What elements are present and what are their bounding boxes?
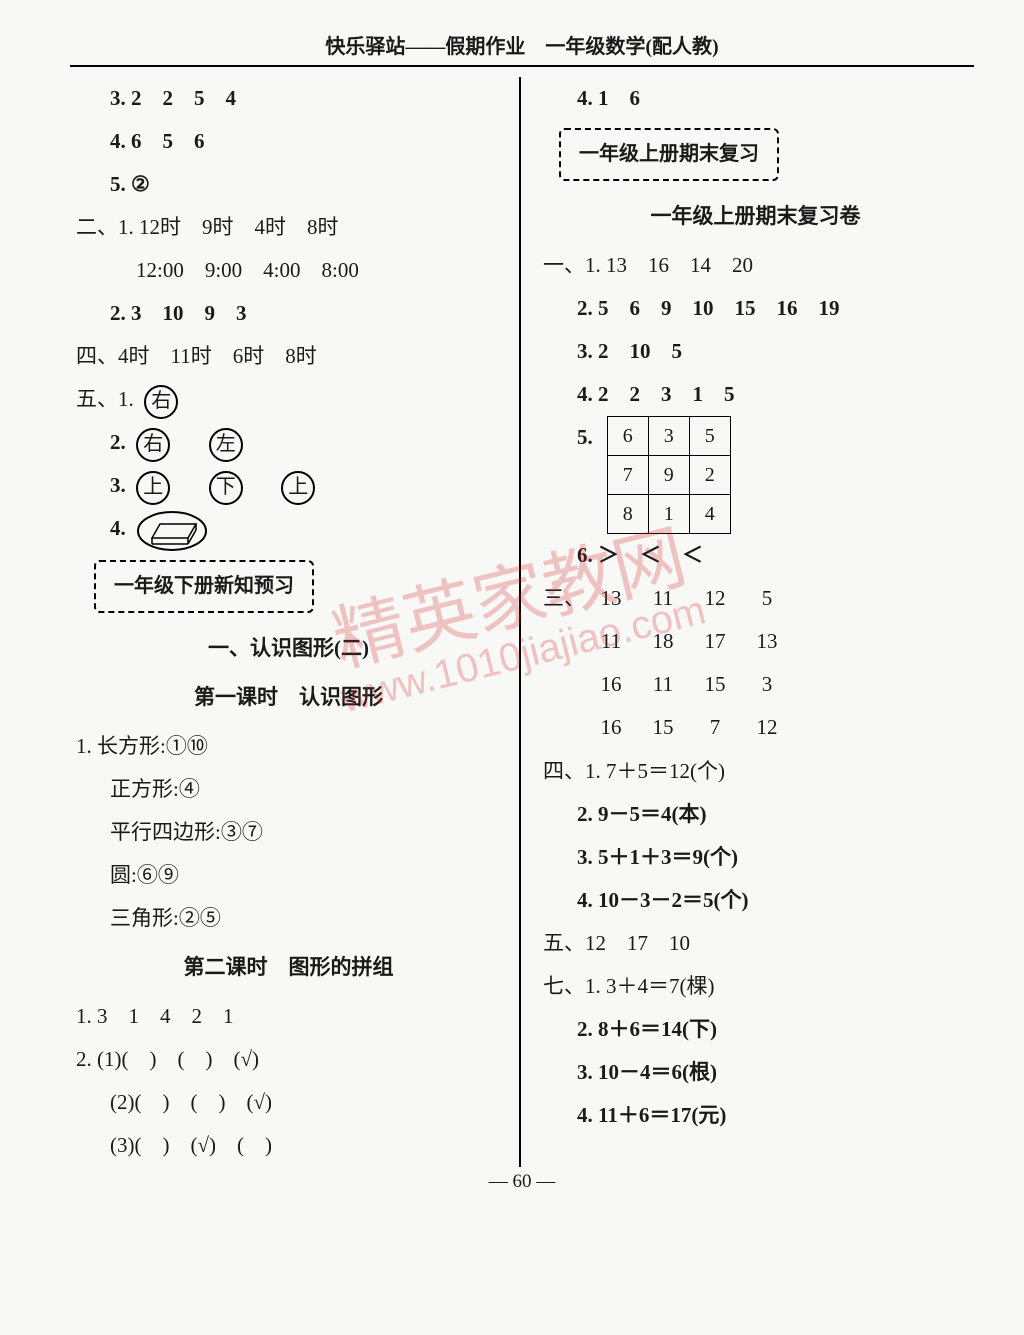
shapes-rect: 1. 长方形:①⑩ xyxy=(76,725,501,768)
left-item-5: 5. ② xyxy=(76,163,501,206)
left-item-4: 4. 6 5 6 xyxy=(76,120,501,163)
circled-up: 上 xyxy=(281,471,315,505)
circled-down: 下 xyxy=(209,471,243,505)
lesson2-q2-2: (2)( ) ( ) (√) xyxy=(76,1081,501,1124)
section-4: 四、4时 11时 6时 8时 xyxy=(76,335,501,378)
shapes-triangle: 三角形:②⑤ xyxy=(76,897,501,940)
r-sec4-4: 4. 10－3－2＝5(个) xyxy=(543,879,968,922)
lesson2-q2-1: 2. (1)( ) ( ) (√) xyxy=(76,1038,501,1081)
banner-preview: 一年级下册新知预习 xyxy=(94,560,314,613)
left-column: 3. 2 2 5 4 4. 6 5 6 5. ② 二、1. 12时 9时 4时 … xyxy=(70,77,517,1167)
r-sec7-2: 2. 8＋6＝14(下) xyxy=(543,1008,968,1051)
r-sec1-4: 4. 2 2 3 1 5 xyxy=(543,373,968,416)
r-sec1-6: 6. ＞ ＜ ＜ xyxy=(543,534,968,577)
section-5-item-1: 五、1. 右 xyxy=(76,378,501,421)
r-sec1-1: 一、1. 13 16 14 20 xyxy=(543,244,968,287)
r-sec7-3: 3. 10－4＝6(根) xyxy=(543,1051,968,1094)
section-2-item-1: 二、1. 12时 9时 4时 8时 xyxy=(76,206,501,249)
circled-right: 右 xyxy=(144,385,178,419)
cuboid-icon xyxy=(136,510,208,552)
shapes-circle: 圆:⑥⑨ xyxy=(76,854,501,897)
r-sec4-2: 2. 9－5＝4(本) xyxy=(543,793,968,836)
section-2-item-1b: 12:00 9:00 4:00 8:00 xyxy=(76,249,501,292)
section-2-item-2: 2. 3 10 9 3 xyxy=(76,292,501,335)
section-5-item-2: 2. 右 左 xyxy=(76,421,501,464)
r-sec4-3: 3. 5＋1＋3＝9(个) xyxy=(543,836,968,879)
shapes-square: 正方形:④ xyxy=(76,768,501,811)
lesson2-q1: 1. 3 1 4 2 1 xyxy=(76,995,501,1038)
shapes-parallelogram: 平行四边形:③⑦ xyxy=(76,811,501,854)
r-sec7-1: 七、1. 3＋4＝7(棵) xyxy=(543,965,968,1008)
left-item-3: 3. 2 2 5 4 xyxy=(76,77,501,120)
number-grid: 1311125 11181713 1611153 1615712 xyxy=(585,577,793,749)
lesson-1-title: 第一课时 认识图形 xyxy=(76,676,501,719)
lesson-2-title: 第二课时 图形的拼组 xyxy=(76,946,501,989)
right-column: 4. 1 6 一年级上册期末复习 一年级上册期末复习卷 一、1. 13 16 1… xyxy=(523,77,974,1167)
r-sec1-5: 5. 635 792 814 xyxy=(543,416,968,534)
review-title: 一年级上册期末复习卷 xyxy=(543,195,968,238)
section-5-item-4: 4. xyxy=(76,507,501,551)
right-item-4: 4. 1 6 xyxy=(543,77,968,120)
r-sec7-4: 4. 11＋6＝17(元) xyxy=(543,1094,968,1137)
magic-square: 635 792 814 xyxy=(607,416,731,534)
r-sec3: 三、 1311125 11181713 1611153 1615712 xyxy=(543,577,968,749)
circled-up: 上 xyxy=(136,471,170,505)
page-header: 快乐驿站——假期作业 一年级数学(配人教) xyxy=(70,30,974,67)
column-divider xyxy=(519,77,521,1167)
circled-left: 左 xyxy=(209,428,243,462)
r-sec4-1: 四、1. 7＋5＝12(个) xyxy=(543,750,968,793)
circled-right: 右 xyxy=(136,428,170,462)
r-sec1-3: 3. 2 10 5 xyxy=(543,330,968,373)
r-sec5: 五、12 17 10 xyxy=(543,922,968,965)
page-number: — 60 — xyxy=(70,1171,974,1193)
lesson2-q2-3: (3)( ) (√) ( ) xyxy=(76,1124,501,1167)
r-sec1-2: 2. 5 6 9 10 15 16 19 xyxy=(543,287,968,330)
banner-review: 一年级上册期末复习 xyxy=(559,128,779,181)
section-5-item-3: 3. 上 下 上 xyxy=(76,464,501,507)
unit-title: 一、认识图形(二) xyxy=(76,627,501,670)
